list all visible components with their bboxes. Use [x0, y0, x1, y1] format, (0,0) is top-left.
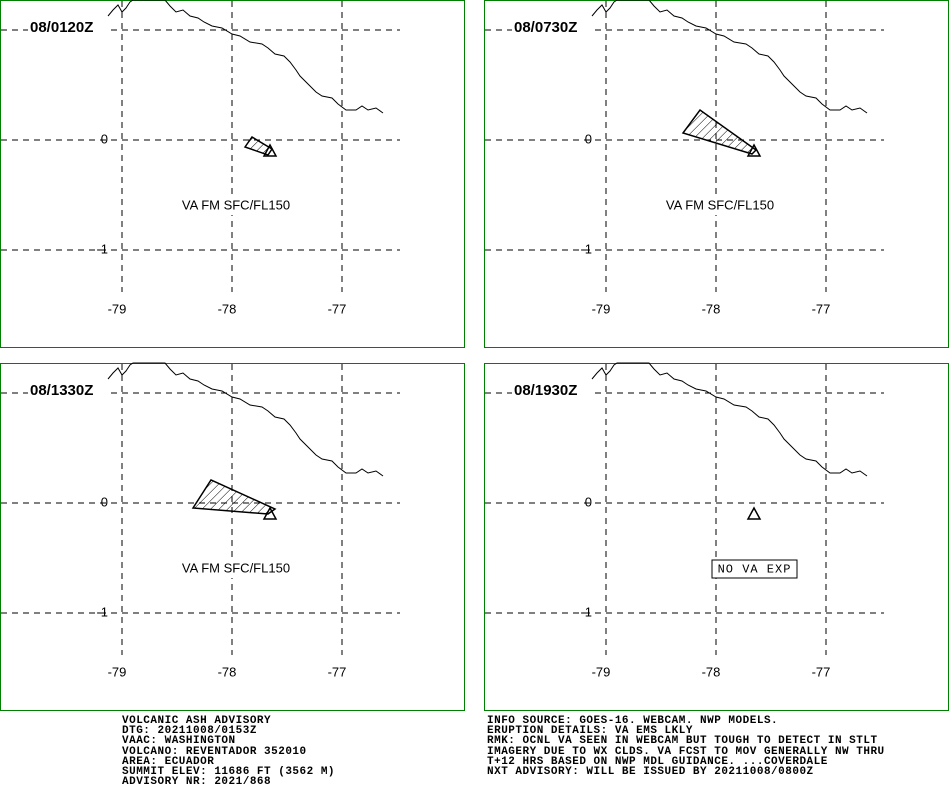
map-panel: -79 -78 -77 0 -1 08/1330Z VA FM SFC/FL150 — [0, 362, 465, 711]
lat-label: -1 — [580, 604, 592, 619]
lon-label: -78 — [218, 301, 237, 316]
panel-border — [484, 0, 949, 348]
lon-label: -79 — [592, 664, 611, 679]
volcano-icon — [747, 507, 761, 520]
advisory-line: INFO SOURCE: GOES-16. WEBCAM. NWP MODELS… — [487, 715, 779, 727]
lon-label: -79 — [592, 301, 611, 316]
time-label: 08/0120Z — [30, 19, 93, 36]
advisory-line: NXT ADVISORY: WILL BE ISSUED BY 20211008… — [487, 766, 814, 779]
lat-label: -1 — [580, 241, 592, 256]
advisory-line: VOLCANO: REVENTADOR 352010 — [122, 745, 307, 758]
lon-label: -78 — [218, 664, 237, 679]
advisory-line: VOLCANIC ASH ADVISORY — [122, 715, 272, 727]
lat-label: 0 — [585, 131, 592, 146]
lon-label: -77 — [812, 664, 831, 679]
time-label: 08/1330Z — [30, 382, 93, 399]
advisory-left: VOLCANIC ASH ADVISORY DTG: 20211008/0153Z… — [122, 715, 336, 789]
map-panel: -79 -78 -77 0 -1 08/0120Z VA FM SFC/FL150 — [0, 0, 465, 348]
label-bg — [170, 196, 300, 215]
va-label: NO VA EXP — [718, 563, 792, 577]
lat-label: 0 — [101, 494, 108, 509]
lat-label: -1 — [96, 604, 108, 619]
advisory-line: VAAC: WASHINGTON — [122, 735, 236, 748]
time-label-bg — [28, 19, 110, 37]
lat-label: 0 — [101, 131, 108, 146]
ash-cloud — [681, 108, 758, 155]
map-panel: -79 -78 -77 0 -1 08/0730Z VA FM SFC/FL150 — [484, 0, 949, 348]
time-label: 08/0730Z — [514, 19, 577, 36]
panel-border — [0, 0, 465, 348]
va-label: VA FM SFC/FL150 — [182, 197, 290, 212]
label-bg — [654, 196, 784, 215]
label-box — [711, 559, 798, 579]
lat-label: 0 — [585, 494, 592, 509]
ash-cloud — [191, 479, 277, 515]
time-label-bg — [28, 382, 110, 400]
lat-label: -1 — [96, 241, 108, 256]
lon-label: -79 — [108, 664, 127, 679]
lon-label: -77 — [812, 301, 831, 316]
lon-label: -78 — [702, 301, 721, 316]
advisory-line: DTG: 20211008/0153Z — [122, 725, 257, 738]
va-label: VA FM SFC/FL150 — [182, 560, 290, 575]
panel-border — [0, 363, 465, 711]
advisory-line: ERUPTION DETAILS: VA EMS LKLY — [487, 725, 693, 738]
advisory-line: T+12 HRS BASED ON NWP MDL GUIDANCE. ...C… — [487, 755, 828, 768]
advisory-line: ADVISORY NR: 2021/868 — [122, 776, 272, 789]
map-panel: -79 -78 -77 0 -1 08/1930Z NO VA EXP — [484, 362, 949, 711]
va-label: VA FM SFC/FL150 — [666, 197, 774, 212]
advisory-line: SUMMIT ELEV: 11686 FT (3562 M) — [122, 766, 336, 779]
lon-label: -79 — [108, 301, 127, 316]
advisory-line: AREA: ECUADOR — [122, 755, 215, 768]
time-label: 08/1930Z — [514, 382, 577, 399]
time-label-bg — [512, 19, 594, 37]
advisory-right: INFO SOURCE: GOES-16. WEBCAM. NWP MODELS… — [487, 715, 885, 779]
advisory-line: IMAGERY DUE TO WX CLDS. VA FCST TO MOV G… — [487, 745, 885, 758]
advisory-line: RMK: OCNL VA SEEN IN WEBCAM BUT TOUGH TO… — [487, 735, 878, 748]
panel-border — [484, 363, 949, 711]
lon-label: -77 — [328, 664, 347, 679]
time-label-bg — [512, 382, 594, 400]
lon-label: -78 — [702, 664, 721, 679]
lon-label: -77 — [328, 301, 347, 316]
label-bg — [170, 559, 300, 578]
